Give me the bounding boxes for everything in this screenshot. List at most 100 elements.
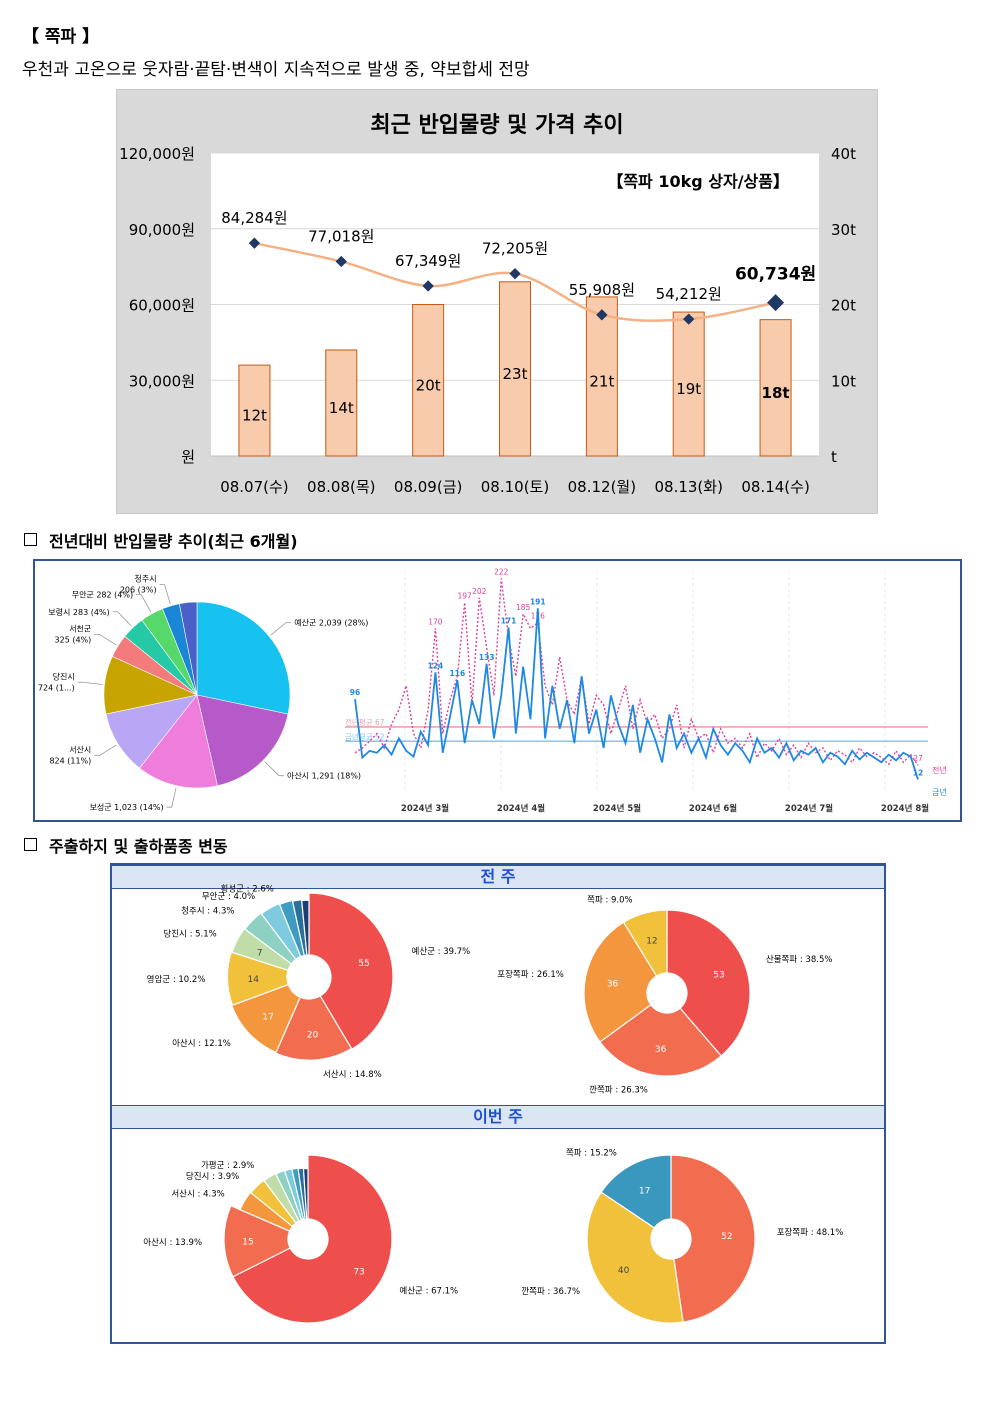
price-marker — [596, 309, 608, 321]
prev-origin-value: 14 — [247, 975, 259, 985]
regions-section-title: 주출하지 및 출하품종 변동 — [24, 833, 228, 857]
prev-variety-value: 36 — [655, 1045, 667, 1055]
origin-6m-label: 아산시 1,291 (18%) — [287, 771, 361, 781]
prev-origin-value: 7 — [257, 949, 263, 959]
prev-origin-slice — [291, 899, 308, 957]
trend-point-label: 222 — [494, 568, 509, 577]
trend-x-tick: 2024년 7월 — [785, 803, 833, 814]
prev-variety-label: 깐쪽파 : 26.3% — [589, 1084, 648, 1095]
this-origin-value: 15 — [242, 1238, 253, 1248]
y-right-tick-label: 20t — [831, 297, 856, 315]
y-left-tick-label: 90,000원 — [129, 221, 195, 239]
price-volume-svg: 최근 반입물량 및 가격 추이 【쪽파 10kg 상자/상품】 원 30,000원 60… — [119, 113, 856, 496]
price-marker — [767, 294, 785, 312]
origin-6m-slice — [139, 694, 218, 789]
volume-label: 20t — [416, 376, 441, 394]
y-left-tick-label: 120,000원 — [119, 145, 195, 163]
this-week-band: 이번 주 — [112, 1105, 884, 1129]
prev-variety-label: 포장쪽파 : 26.1% — [497, 969, 564, 980]
this-variety-slice — [600, 1154, 672, 1229]
chart-subtitle: 【쪽파 10kg 상자/상품】 — [607, 172, 789, 191]
x-tick-label: 08.09(금) — [394, 478, 462, 496]
y-right-tick-label: 30t — [831, 221, 856, 239]
trend-legend-label: 금년 — [932, 787, 947, 797]
volume-bar — [412, 304, 445, 457]
origin-6m-label: 무안군 282 (4%) — [72, 590, 133, 600]
prev-origin-label: 횡성군 : 2.6% — [220, 884, 273, 895]
trend-point-label: 124 — [428, 661, 444, 670]
this-origin-label: 당진시 : 3.9% — [186, 1171, 239, 1182]
origin-6m-leader — [264, 761, 284, 777]
market-summary: 우천과 고온으로 웃자람·끝탐·변색이 지속적으로 발생 중, 약보합세 전망 — [22, 60, 530, 80]
prev-origin-label: 예산군 : 39.7% — [412, 946, 471, 957]
trend-point-label: 27 — [913, 754, 923, 763]
trend-point-label: 202 — [472, 587, 487, 596]
yoy-volume-svg: 예산군 2,039 (28%) 아산시 1,291 (18%) 보성군 1,023 … — [38, 568, 947, 814]
origin-6m-slice — [105, 694, 198, 769]
this-variety-slice — [670, 1154, 756, 1323]
prev-origin-slice — [278, 899, 306, 958]
prev-origin-slice — [244, 912, 297, 965]
prev-origin-slice — [230, 983, 301, 1054]
volume-label: 19t — [676, 380, 701, 398]
price-label: 72,205원 — [482, 240, 548, 258]
volume-label: 12t — [242, 407, 267, 425]
volume-label: 21t — [589, 372, 614, 390]
origin-6m-slice — [179, 601, 198, 696]
price-marker — [422, 280, 434, 292]
y-right-tick-label: 10t — [831, 372, 856, 390]
prev-origin-label: 청주시 : 4.3% — [181, 907, 234, 917]
y-right-tick-label: 40t — [831, 145, 856, 163]
prev-origin-label: 서산시 : 14.8% — [323, 1069, 382, 1080]
trend-series-line — [354, 608, 919, 780]
x-tick-label: 08.14(수) — [741, 478, 809, 496]
origin-variety-svg: 55 예산군 : 39.7% 20 서산시 : 14.8% 17 아산시 : 12.1% 1… — [143, 884, 843, 1324]
trend-point-label: 96 — [350, 688, 360, 697]
trend-legend-label: 전년 — [932, 765, 947, 775]
prev-origin-value: 17 — [262, 1013, 273, 1023]
this-origin-slice — [232, 1154, 393, 1324]
this-origin-slice — [302, 1167, 309, 1220]
volume-bar — [238, 364, 271, 457]
y-left-tick-label: 원 — [181, 448, 195, 466]
origin-6m-leader — [112, 611, 132, 627]
origin-6m-label: 206 (3%) — [120, 586, 157, 595]
x-tick-label: 08.12(월) — [568, 478, 636, 496]
price-label: 55,908원 — [569, 281, 635, 299]
origin-6m-leader — [270, 622, 292, 636]
this-origin-label: 가평군 : 2.9% — [201, 1160, 254, 1171]
trend-x-tick: 2024년 6월 — [689, 803, 737, 814]
prev-variety-slice — [583, 921, 658, 1043]
prev-week-band: 전 주 — [112, 865, 884, 889]
prev-variety-value: 53 — [713, 971, 724, 981]
trend-point-label: 12 — [913, 769, 923, 778]
origin-variety-panel: 전 주 이번 주 55 예산군 : 39.7% 20 서산시 : 14.8% 17 아산시… — [110, 863, 886, 1344]
this-variety-value: 40 — [618, 1266, 630, 1276]
origin-6m-slice — [196, 694, 289, 787]
y-left-tick-label: 30,000원 — [129, 372, 195, 390]
origin-6m-label: 724 (1...) — [38, 683, 75, 692]
prev-variety-label: 쪽파 : 9.0% — [587, 896, 633, 906]
trend-x-tick: 2024년 4월 — [497, 803, 545, 814]
volume-bar — [585, 296, 618, 457]
prev-variety-value: 12 — [646, 937, 657, 947]
prev-origin-label: 무안군 : 4.0% — [202, 891, 255, 902]
price-label: 84,284원 — [221, 209, 287, 227]
origin-6m-label: 824 (11%) — [49, 757, 91, 766]
origin-6m-label: 예산군 2,039 (28%) — [294, 617, 368, 627]
trend-point-label: 197 — [458, 592, 473, 601]
trend-section-label: 전년대비 반입물량 추이(최근 6개월) — [49, 532, 298, 551]
trend-point-label: 170 — [428, 617, 443, 626]
average-label: 전년평균 67 — [345, 717, 385, 727]
prev-origin-slice — [231, 927, 293, 972]
prev-variety-slice — [666, 909, 751, 1057]
this-variety-label: 쪽파 : 15.2% — [566, 1149, 617, 1159]
prev-origin-slice — [274, 995, 353, 1061]
yoy-volume-panel: 예산군 2,039 (28%) 아산시 1,291 (18%) 보성군 1,023 … — [33, 559, 962, 822]
x-tick-label: 08.08(목) — [307, 478, 375, 496]
this-origin-slice — [223, 1204, 291, 1278]
price-label: 54,212원 — [656, 285, 722, 303]
trend-section-title: 전년대비 반입물량 추이(최근 6개월) — [24, 528, 298, 552]
this-origin-label: 아산시 : 13.9% — [143, 1237, 202, 1248]
x-tick-label: 08.13(화) — [654, 478, 722, 496]
